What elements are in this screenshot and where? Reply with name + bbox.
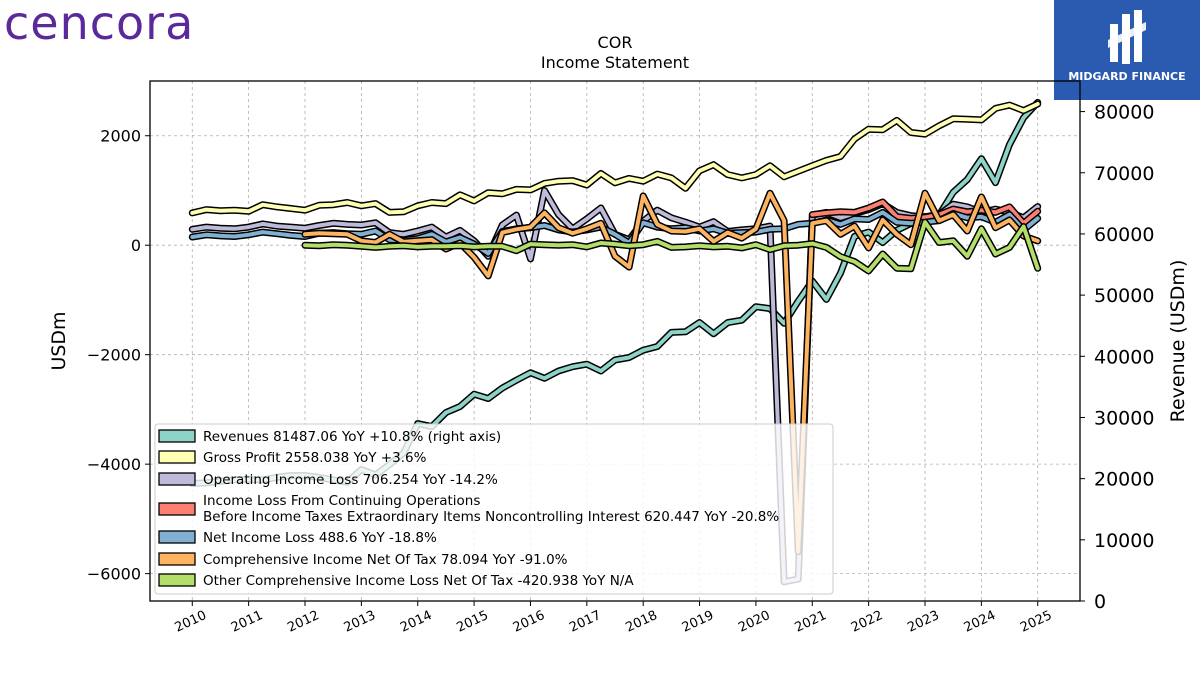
legend-swatch-pretax-income bbox=[158, 502, 196, 516]
x-tick-label: 2017 bbox=[567, 608, 603, 636]
left-axis: −6000 −4000 −2000 0 2000 bbox=[87, 127, 150, 584]
y-axis-label: USDm bbox=[48, 311, 70, 370]
x-tick-label: 2015 bbox=[454, 608, 490, 636]
series-gross-profit-line bbox=[190, 102, 1040, 215]
legend-label-operating-income: Operating Income Loss 706.254 YoY -14.2% bbox=[203, 472, 498, 488]
legend-swatch-other-comprehensive-income bbox=[158, 573, 196, 587]
midgard-logo-icon bbox=[1108, 10, 1146, 64]
legend-swatch-net-income bbox=[158, 530, 196, 544]
y2-tick-label: 40000 bbox=[1094, 346, 1154, 368]
y2-tick-label: 20000 bbox=[1094, 469, 1154, 491]
y2-tick-label: 60000 bbox=[1094, 224, 1154, 246]
x-tick-label: 2025 bbox=[1018, 608, 1054, 636]
series-gross-profit-outline bbox=[188, 100, 1042, 217]
chart-title: COR bbox=[598, 33, 633, 52]
y2-tick-label: 10000 bbox=[1094, 530, 1154, 552]
legend-swatch-operating-income bbox=[158, 472, 196, 486]
badge-label: MIDGARD FINANCE bbox=[1068, 70, 1186, 83]
y-tick-label: −4000 bbox=[87, 455, 141, 474]
chart-subtitle: Income Statement bbox=[541, 53, 689, 72]
x-tick-label: 2013 bbox=[342, 608, 378, 636]
y2-tick-label: 80000 bbox=[1094, 102, 1154, 124]
x-axis: 2010 2011 2012 2013 2014 2015 2016 2017 2018 2019… bbox=[173, 601, 1054, 636]
x-tick-label: 2020 bbox=[736, 608, 772, 636]
legend-label-pretax-income-line2: Before Income Taxes Extraordinary Items … bbox=[203, 509, 779, 525]
publisher-badge: MIDGARD FINANCE bbox=[1054, 0, 1200, 100]
legend: Revenues 81487.06 YoY +10.8% (right axis… bbox=[154, 423, 834, 595]
series-other-comprehensive-income-loss-net-of-tax bbox=[301, 218, 1042, 275]
legend-label-other-comprehensive-income: Other Comprehensive Income Loss Net Of T… bbox=[203, 573, 634, 589]
x-tick-label: 2023 bbox=[905, 608, 941, 636]
x-tick-label: 2019 bbox=[680, 608, 716, 636]
y-tick-label: −2000 bbox=[87, 346, 141, 365]
y-tick-label: 2000 bbox=[100, 127, 141, 146]
legend-swatch-gross-profit bbox=[158, 450, 196, 464]
right-axis: 0 10000 20000 30000 40000 50000 60000 70000 8000… bbox=[1080, 102, 1154, 613]
legend-swatch-revenues bbox=[158, 429, 196, 443]
legend-label-comprehensive-income: Comprehensive Income Net Of Tax 78.094 Y… bbox=[203, 552, 568, 568]
company-logo: cencora bbox=[4, 0, 195, 50]
legend-label-net-income: Net Income Loss 488.6 YoY -18.8% bbox=[203, 530, 437, 546]
x-tick-label: 2010 bbox=[173, 608, 209, 636]
y-tick-label: 0 bbox=[131, 236, 141, 255]
legend-label-revenues: Revenues 81487.06 YoY +10.8% (right axis… bbox=[203, 429, 501, 445]
series-income-loss-from-continuing-operations-before-income-taxes-extraordinary-items-noncontrolling-interest-line bbox=[810, 200, 1040, 226]
legend-box bbox=[154, 423, 834, 595]
legend-label-pretax-income-line1: Income Loss From Continuing Operations bbox=[203, 493, 480, 509]
series-gross-profit bbox=[188, 100, 1042, 217]
series-comprehensive-income-net-of-tax bbox=[301, 189, 1042, 556]
legend-swatch-comprehensive-income bbox=[158, 552, 196, 566]
x-tick-label: 2018 bbox=[624, 608, 660, 636]
x-tick-label: 2016 bbox=[511, 608, 547, 636]
plot-frame bbox=[149, 80, 1081, 602]
x-tick-label: 2011 bbox=[229, 608, 265, 636]
y2-axis-label: Revenue (USDm) bbox=[1167, 260, 1189, 423]
y2-tick-label: 50000 bbox=[1094, 285, 1154, 307]
x-tick-label: 2022 bbox=[849, 608, 885, 636]
y2-tick-label: 70000 bbox=[1094, 163, 1154, 185]
series-other-comprehensive-income-loss-net-of-tax-line bbox=[303, 220, 1040, 273]
legend-label-gross-profit: Gross Profit 2558.038 YoY +3.6% bbox=[203, 450, 427, 466]
x-tick-label: 2012 bbox=[285, 608, 321, 636]
y2-tick-label: 0 bbox=[1094, 591, 1106, 613]
y2-tick-label: 30000 bbox=[1094, 407, 1154, 429]
series-comprehensive-income-net-of-tax-line bbox=[303, 191, 1040, 554]
x-tick-label: 2014 bbox=[398, 608, 434, 636]
series-income-loss-from-continuing-operations-before-income-taxes-extraordinary-items-noncontrolling-interest bbox=[808, 198, 1042, 227]
x-tick-label: 2021 bbox=[793, 608, 829, 636]
x-tick-label: 2024 bbox=[962, 608, 998, 636]
y-tick-label: −6000 bbox=[87, 565, 141, 584]
